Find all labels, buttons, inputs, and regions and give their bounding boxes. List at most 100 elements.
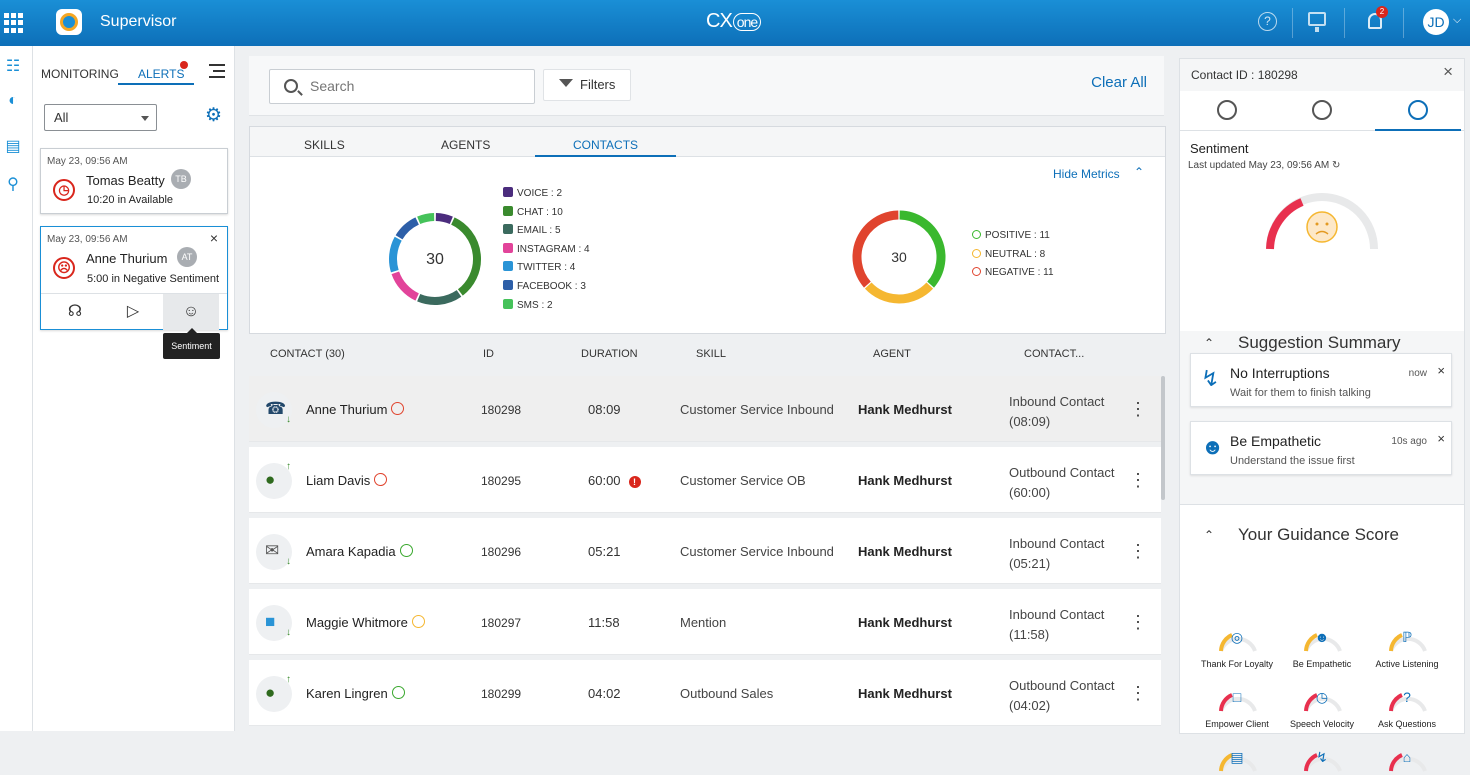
bell-icon[interactable]: [1368, 13, 1382, 29]
legend-label: TWITTER : 4: [517, 262, 576, 274]
contact-card: Contact ID : 180298 × Sentiment Last upd…: [1179, 58, 1465, 508]
cxone-logo: CX one: [706, 10, 762, 33]
close-icon[interactable]: ×: [1437, 431, 1445, 446]
contact-name[interactable]: Karen Lingren: [306, 686, 405, 701]
donut-slice-2[interactable]: [852, 210, 899, 288]
tab-contacts[interactable]: CONTACTS: [535, 138, 676, 157]
contact-id-cell: 180297: [481, 616, 522, 630]
guidance-score-title: Your Guidance Score: [1238, 525, 1399, 544]
col-id[interactable]: ID: [483, 348, 494, 360]
tab-alerts[interactable]: ALERTS: [118, 67, 194, 85]
donut-slice-0[interactable]: [899, 210, 946, 288]
contact-name[interactable]: Amara Kapadia: [306, 544, 413, 559]
monitor-icon[interactable]: [1308, 12, 1326, 32]
col-contact[interactable]: CONTACT (30): [270, 348, 345, 360]
contact-type-cell: Inbound Contact (11:58): [1009, 605, 1104, 645]
metrics-charts: 30 30: [389, 210, 946, 305]
contact-type-text: Inbound Contact: [1009, 607, 1105, 622]
app-grid-icon[interactable]: [4, 13, 24, 33]
dashboard-gauge-icon[interactable]: ◐: [8, 92, 18, 109]
brand-suffix: one: [732, 13, 762, 31]
alerts-filter-select[interactable]: All: [44, 104, 157, 131]
alert-card-selected[interactable]: May 23, 09:56 AM × ☹ Anne Thurium AT 5:0…: [40, 226, 228, 330]
filters-button[interactable]: Filters: [543, 69, 631, 101]
guidance-arc: [1304, 693, 1342, 712]
chevron-down-icon[interactable]: ⌵: [1453, 14, 1462, 26]
direction-arrow-icon: ↓: [286, 556, 291, 567]
donut-slice-5[interactable]: [395, 217, 420, 240]
clear-all-link[interactable]: Clear All: [1091, 74, 1147, 91]
contact-name[interactable]: Liam Davis: [306, 473, 388, 488]
col-agent[interactable]: AGENT: [873, 348, 911, 360]
tab-analytics[interactable]: [1275, 91, 1369, 131]
person-check-icon: ☻: [1314, 629, 1330, 645]
suggestion-title: No Interruptions: [1230, 365, 1330, 381]
reports-icon[interactable]: ▤: [5, 138, 21, 155]
hide-metrics-link[interactable]: Hide Metrics: [1053, 167, 1120, 181]
search-box[interactable]: [269, 69, 535, 104]
contacts-nav-icon[interactable]: ☷: [5, 58, 21, 75]
user-avatar[interactable]: JD: [1423, 9, 1449, 35]
col-contact-type[interactable]: CONTACT...: [1024, 348, 1085, 360]
headset-icon[interactable]: ☊: [67, 303, 83, 320]
more-vertical-icon[interactable]: ⋮: [1129, 612, 1147, 632]
more-vertical-icon[interactable]: ⋮: [1129, 399, 1147, 419]
list-menu-icon[interactable]: [209, 64, 225, 78]
gear-icon[interactable]: ⚙: [205, 105, 223, 126]
tab-skills[interactable]: SKILLS: [304, 138, 345, 152]
question-icon: ?: [1403, 689, 1411, 705]
table-row[interactable]: ✉ ↓ Amara Kapadia 180296 05:21 Customer Servi…: [249, 518, 1161, 584]
scrollbar[interactable]: [1161, 376, 1165, 500]
speed-clock-icon: ◷: [1315, 689, 1329, 705]
table-row[interactable]: ● ↑ Liam Davis 180295 60:00! Customer Service…: [249, 447, 1161, 513]
close-icon[interactable]: ×: [209, 230, 218, 246]
metrics-tabs: SKILLS AGENTS CONTACTS: [250, 127, 1165, 157]
tab-sentiment[interactable]: [1375, 91, 1461, 131]
suggestion-time: now: [1408, 368, 1427, 379]
more-vertical-icon[interactable]: ⋮: [1129, 683, 1147, 703]
donut-slice-0[interactable]: [435, 213, 453, 225]
chevron-up-icon[interactable]: ⌃: [1134, 165, 1145, 179]
chevron-up-icon[interactable]: ⌃: [1204, 336, 1215, 350]
donut-slice-1[interactable]: [450, 217, 481, 296]
suggestion-subtitle: Wait for them to finish talking: [1230, 387, 1371, 399]
close-icon[interactable]: ×: [1443, 62, 1453, 81]
contact-name[interactable]: Maggie Whitmore: [306, 615, 425, 630]
megaphone-icon[interactable]: ▷: [126, 303, 140, 320]
donut-slice-6[interactable]: [417, 213, 435, 225]
col-duration[interactable]: DURATION: [581, 348, 638, 360]
donut-slice-4[interactable]: [389, 236, 402, 273]
suggestion-card[interactable]: ☻ Be Empathetic Understand the issue fir…: [1190, 421, 1452, 475]
chevron-up-icon[interactable]: ⌃: [1204, 528, 1215, 542]
more-vertical-icon[interactable]: ⋮: [1129, 470, 1147, 490]
legend-swatch: [503, 298, 513, 309]
book-icon: □: [1232, 689, 1242, 705]
donut-slice-2[interactable]: [417, 290, 462, 305]
legend-item: VOICE : 2: [503, 187, 562, 199]
table-row[interactable]: ☎ ↓ Anne Thurium 180298 08:09 Customer Servic…: [249, 376, 1161, 442]
topbar-divider: [1292, 8, 1293, 38]
alert-card[interactable]: May 23, 09:56 AM ◷ Tomas Beatty TB 10:20…: [40, 148, 228, 214]
chat-icon: ●: [265, 683, 276, 702]
legend-label: CHAT : 10: [517, 206, 563, 218]
table-row[interactable]: ■ ↓ Maggie Whitmore 180297 11:58 Mention Hank …: [249, 589, 1161, 655]
search-input[interactable]: [310, 78, 520, 94]
contact-name[interactable]: Anne Thurium: [306, 402, 405, 417]
col-skill[interactable]: SKILL: [696, 348, 726, 360]
refresh-icon[interactable]: ↻: [1332, 160, 1341, 171]
search-nav-icon[interactable]: ⚲: [7, 176, 19, 193]
suggestion-title: Be Empathetic: [1230, 433, 1322, 449]
close-icon[interactable]: ×: [1437, 363, 1445, 378]
donut-slice-3[interactable]: [391, 271, 420, 301]
sentiment-smile-icon[interactable]: ☺: [163, 294, 219, 330]
contact-details-panel: Contact ID : 180298 × Sentiment Last upd…: [1177, 46, 1470, 772]
suggestion-card[interactable]: ↯ No Interruptions Wait for them to fini…: [1190, 353, 1452, 407]
neutral-sentiment-icon: [411, 615, 425, 628]
tab-agents[interactable]: AGENTS: [441, 138, 491, 152]
tab-history[interactable]: [1180, 91, 1274, 131]
more-vertical-icon[interactable]: ⋮: [1129, 541, 1147, 561]
help-icon[interactable]: ?: [1258, 12, 1277, 31]
table-row[interactable]: ● ↑ Karen Lingren 180299 04:02 Outbound Sales…: [249, 660, 1161, 726]
tab-monitoring[interactable]: MONITORING: [41, 67, 119, 81]
donut-slice-1[interactable]: [864, 282, 934, 304]
